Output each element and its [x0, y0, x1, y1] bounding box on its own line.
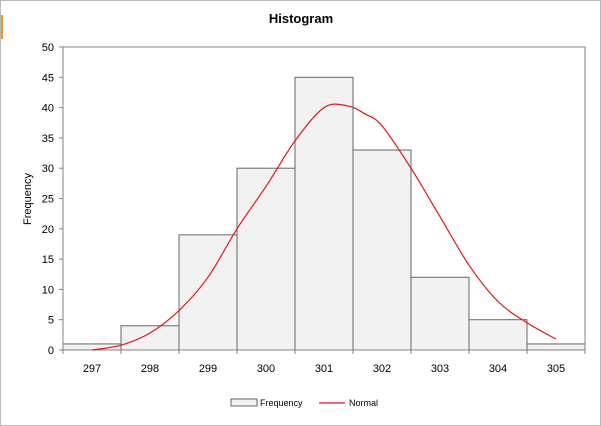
x-tick-label-302: 302 — [373, 363, 391, 375]
y-tick-label-5: 5 — [48, 315, 54, 327]
y-tick-label-25: 25 — [42, 194, 54, 206]
legend: Frequency Normal — [230, 398, 378, 408]
legend-label-frequency: Frequency — [260, 398, 303, 408]
y-tick-label-30: 30 — [42, 163, 54, 175]
x-tick-label-298: 298 — [141, 363, 159, 375]
bars-group — [62, 76, 586, 351]
x-tick-label-301: 301 — [315, 363, 333, 375]
y-axis-title: Frequency — [22, 173, 34, 225]
x-ticks-group: 297 298 299 300 301 302 303 304 305 — [62, 350, 586, 375]
x-tick-label-305: 305 — [547, 363, 565, 375]
bar-301 — [294, 76, 354, 351]
legend-label-normal: Normal — [349, 398, 378, 408]
bar-299 — [178, 234, 238, 351]
x-tick-label-303: 303 — [431, 363, 449, 375]
y-tick-label-10: 10 — [42, 284, 54, 296]
y-tick-label-35: 35 — [42, 133, 54, 145]
x-tick-label-297: 297 — [83, 363, 101, 375]
y-tick-label-15: 15 — [42, 254, 54, 266]
normal-curve-group — [91, 103, 557, 351]
y-tick-label-20: 20 — [42, 224, 54, 236]
legend-swatch-frequency — [230, 398, 258, 407]
x-tick-label-300: 300 — [257, 363, 275, 375]
chart-title: Histogram — [269, 11, 333, 26]
bar-302 — [352, 149, 412, 351]
bar-298 — [120, 325, 180, 351]
x-tick-label-299: 299 — [199, 363, 217, 375]
y-tick-label-0: 0 — [48, 345, 54, 357]
bar-303 — [410, 276, 470, 351]
bar-304 — [468, 319, 528, 351]
bar-305 — [526, 343, 586, 351]
bar-300 — [236, 167, 296, 351]
y-ticks-group: 0 5 10 15 20 25 30 35 40 45 50 — [42, 42, 63, 357]
selection-marker — [1, 15, 3, 39]
y-tick-label-40: 40 — [42, 103, 54, 115]
normal-curve-line — [91, 103, 557, 351]
x-tick-label-304: 304 — [489, 363, 507, 375]
y-tick-label-45: 45 — [42, 72, 54, 84]
y-tick-label-50: 50 — [42, 42, 54, 54]
